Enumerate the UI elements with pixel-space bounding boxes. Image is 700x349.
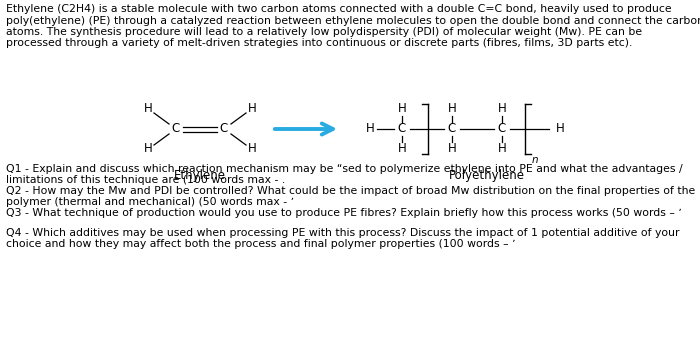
Text: H: H xyxy=(498,103,506,116)
Text: H: H xyxy=(144,142,153,156)
Text: Q2 - How may the Mw and PDI be controlled? What could be the impact of broad Mw : Q2 - How may the Mw and PDI be controlle… xyxy=(6,186,695,196)
Text: Ethylene: Ethylene xyxy=(174,170,226,183)
Text: n: n xyxy=(532,155,538,165)
Text: H: H xyxy=(447,103,456,116)
Text: Q4 - Which additives may be used when processing PE with this process? Discuss t: Q4 - Which additives may be used when pr… xyxy=(6,228,680,238)
Text: C: C xyxy=(172,122,180,135)
Text: C: C xyxy=(498,122,506,135)
Text: C: C xyxy=(398,122,406,135)
Text: Q3 - What technique of production would you use to produce PE fibres? Explain br: Q3 - What technique of production would … xyxy=(6,208,682,218)
Text: Q1 - Explain and discuss which reaction mechanism may be “sed to polymerize ethy: Q1 - Explain and discuss which reaction … xyxy=(6,164,682,174)
Text: H: H xyxy=(248,142,256,156)
Text: .: . xyxy=(6,222,9,232)
Text: Polyethylene: Polyethylene xyxy=(449,170,524,183)
Text: limitations of this technique are (100 words max - .: limitations of this technique are (100 w… xyxy=(6,175,286,185)
Text: H: H xyxy=(248,103,256,116)
Text: Ethylene (C2H4) is a stable molecule with two carbon atoms connected with a doub: Ethylene (C2H4) is a stable molecule wit… xyxy=(6,4,671,14)
Text: C: C xyxy=(448,122,456,135)
Text: polymer (thermal and mechanical) (50 words max - ʼ: polymer (thermal and mechanical) (50 wor… xyxy=(6,197,294,207)
Text: H: H xyxy=(398,142,407,156)
Text: H: H xyxy=(556,122,565,135)
Text: atoms. The synthesis procedure will lead to a relatively low polydispersity (PDI: atoms. The synthesis procedure will lead… xyxy=(6,27,642,37)
Text: C: C xyxy=(220,122,228,135)
Text: H: H xyxy=(447,142,456,156)
Text: H: H xyxy=(365,122,375,135)
Text: processed through a variety of melt-driven strategies into continuous or discret: processed through a variety of melt-driv… xyxy=(6,38,632,49)
Text: choice and how they may affect both the process and final polymer properties (10: choice and how they may affect both the … xyxy=(6,239,516,249)
Text: poly(ethylene) (PE) through a catalyzed reaction between ethylene molecules to o: poly(ethylene) (PE) through a catalyzed … xyxy=(6,15,700,25)
Text: H: H xyxy=(398,103,407,116)
Text: H: H xyxy=(144,103,153,116)
Text: H: H xyxy=(498,142,506,156)
